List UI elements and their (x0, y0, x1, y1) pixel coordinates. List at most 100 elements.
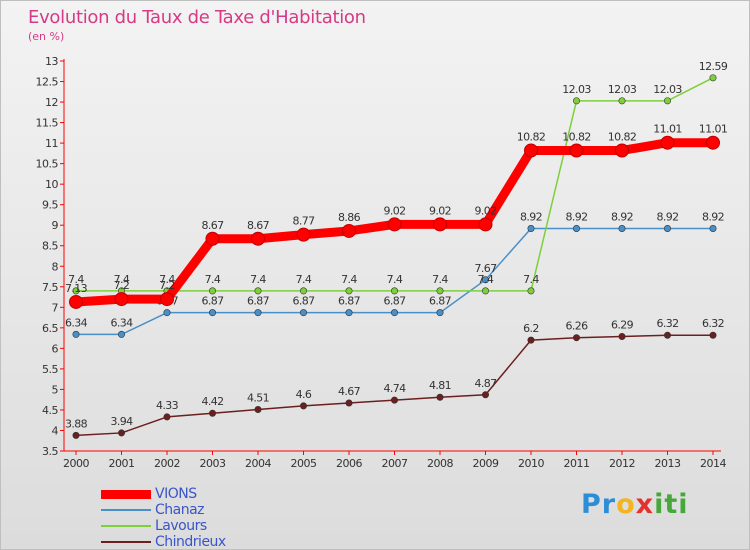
x-tick-label: 2011 (564, 457, 590, 470)
y-tick-label: 4.5 (42, 404, 58, 417)
data-point-chindrieux (118, 429, 126, 437)
y-tick-label: 12.5 (36, 76, 59, 89)
y-tick-label: 6.5 (42, 322, 58, 335)
data-label-vions: 7.2 (114, 279, 130, 292)
y-tick-label: 12 (45, 96, 58, 109)
data-point-vions (478, 217, 493, 232)
data-label-chindrieux: 4.6 (296, 388, 312, 401)
data-point-lavours (709, 74, 717, 82)
data-label-vions: 10.82 (608, 130, 637, 143)
data-point-lavours (618, 97, 626, 105)
data-point-chanaz (299, 309, 307, 317)
legend-label-vions: VIONS (155, 486, 197, 502)
data-point-chanaz (163, 309, 171, 317)
data-label-chanaz: 8.92 (520, 210, 542, 223)
data-point-vions (706, 135, 720, 150)
data-label-chindrieux: 3.94 (110, 415, 133, 428)
legend-item-chindrieux: Chindrieux (101, 534, 226, 550)
legend-item-lavours: Lavours (101, 518, 226, 534)
data-point-chindrieux (390, 396, 398, 404)
chart-unit: (en %) (28, 30, 65, 43)
data-point-lavours (572, 97, 580, 105)
data-label-chindrieux: 6.26 (565, 320, 588, 333)
data-label-chanaz: 6.87 (383, 295, 406, 308)
data-point-vions (251, 231, 265, 246)
data-label-chindrieux: 6.32 (702, 317, 724, 330)
data-point-chanaz (209, 309, 217, 317)
y-tick-label: 8 (52, 260, 59, 273)
data-point-lavours (209, 287, 217, 295)
data-label-lavours: 7.4 (341, 273, 357, 286)
data-point-vions (205, 231, 220, 246)
legend-label-chanaz: Chanaz (155, 502, 205, 518)
data-label-vions: 9.02 (474, 204, 496, 217)
x-tick-label: 2001 (109, 457, 135, 470)
y-tick-label: 13 (45, 55, 58, 68)
x-tick-label: 2009 (473, 457, 499, 470)
data-label-vions: 8.67 (201, 219, 224, 232)
data-label-lavours: 12.59 (699, 60, 728, 73)
x-tick-label: 2013 (655, 457, 681, 470)
data-label-lavours: 7.4 (296, 273, 312, 286)
data-point-chindrieux (72, 431, 80, 439)
data-point-vions (160, 292, 174, 307)
data-point-vions (524, 143, 538, 158)
y-tick-label: 10 (45, 178, 58, 191)
data-point-lavours (72, 287, 80, 295)
y-tick-label: 11 (45, 137, 58, 150)
data-point-chanaz (527, 224, 535, 232)
data-label-chanaz: 6.87 (247, 295, 270, 308)
data-point-vions (114, 292, 129, 307)
y-tick-label: 7 (52, 301, 59, 314)
x-tick-label: 2010 (518, 457, 544, 470)
legend-label-chindrieux: Chindrieux (155, 534, 226, 550)
data-label-chindrieux: 4.33 (156, 399, 179, 412)
data-label-lavours: 12.03 (653, 83, 682, 96)
data-point-lavours (299, 287, 307, 295)
data-point-chanaz (390, 309, 398, 317)
data-point-chanaz (72, 330, 80, 338)
y-tick-label: 7.5 (42, 281, 58, 294)
x-tick-label: 2005 (291, 457, 317, 470)
data-point-chindrieux (572, 334, 580, 342)
data-point-lavours (345, 287, 353, 295)
data-label-chindrieux: 4.67 (338, 385, 361, 398)
data-label-vions: 11.01 (699, 123, 728, 136)
data-point-vions (296, 227, 311, 242)
data-label-vions: 11.01 (653, 123, 682, 136)
legend-swatch-vions (101, 489, 151, 499)
data-label-chindrieux: 3.88 (65, 417, 88, 430)
data-label-vions: 9.02 (429, 204, 451, 217)
data-label-lavours: 7.4 (205, 273, 221, 286)
y-tick-label: 6 (52, 342, 59, 355)
y-tick-label: 11.5 (36, 117, 59, 130)
data-label-vions: 10.82 (517, 130, 546, 143)
x-tick-label: 2000 (63, 457, 89, 470)
data-point-chindrieux (163, 413, 171, 421)
data-point-chindrieux (209, 409, 217, 417)
y-tick-label: 3.5 (42, 445, 58, 458)
data-label-vions: 7.13 (65, 282, 88, 295)
data-label-chindrieux: 6.29 (611, 318, 634, 331)
data-label-chanaz: 6.87 (292, 295, 315, 308)
y-tick-label: 5 (52, 383, 59, 396)
y-tick-label: 8.5 (42, 240, 58, 253)
data-point-chindrieux (618, 332, 626, 340)
data-point-chindrieux (709, 331, 717, 339)
data-label-vions: 8.77 (292, 215, 315, 228)
data-point-chanaz (481, 276, 489, 284)
data-point-chindrieux (299, 402, 307, 410)
data-point-chanaz (436, 309, 444, 317)
legend-swatch-chindrieux (101, 541, 151, 543)
legend-swatch-chanaz (101, 509, 151, 511)
data-point-chindrieux (345, 399, 353, 407)
x-tick-label: 2004 (245, 457, 271, 470)
data-point-chindrieux (527, 336, 535, 344)
data-label-chindrieux: 4.87 (474, 377, 497, 390)
data-point-chanaz (118, 330, 126, 338)
chart-title: Evolution du Taux de Taxe d'Habitation (28, 7, 366, 28)
legend-item-chanaz: Chanaz (101, 502, 226, 518)
data-label-vions: 7.2 (159, 279, 175, 292)
x-tick-label: 2002 (154, 457, 180, 470)
